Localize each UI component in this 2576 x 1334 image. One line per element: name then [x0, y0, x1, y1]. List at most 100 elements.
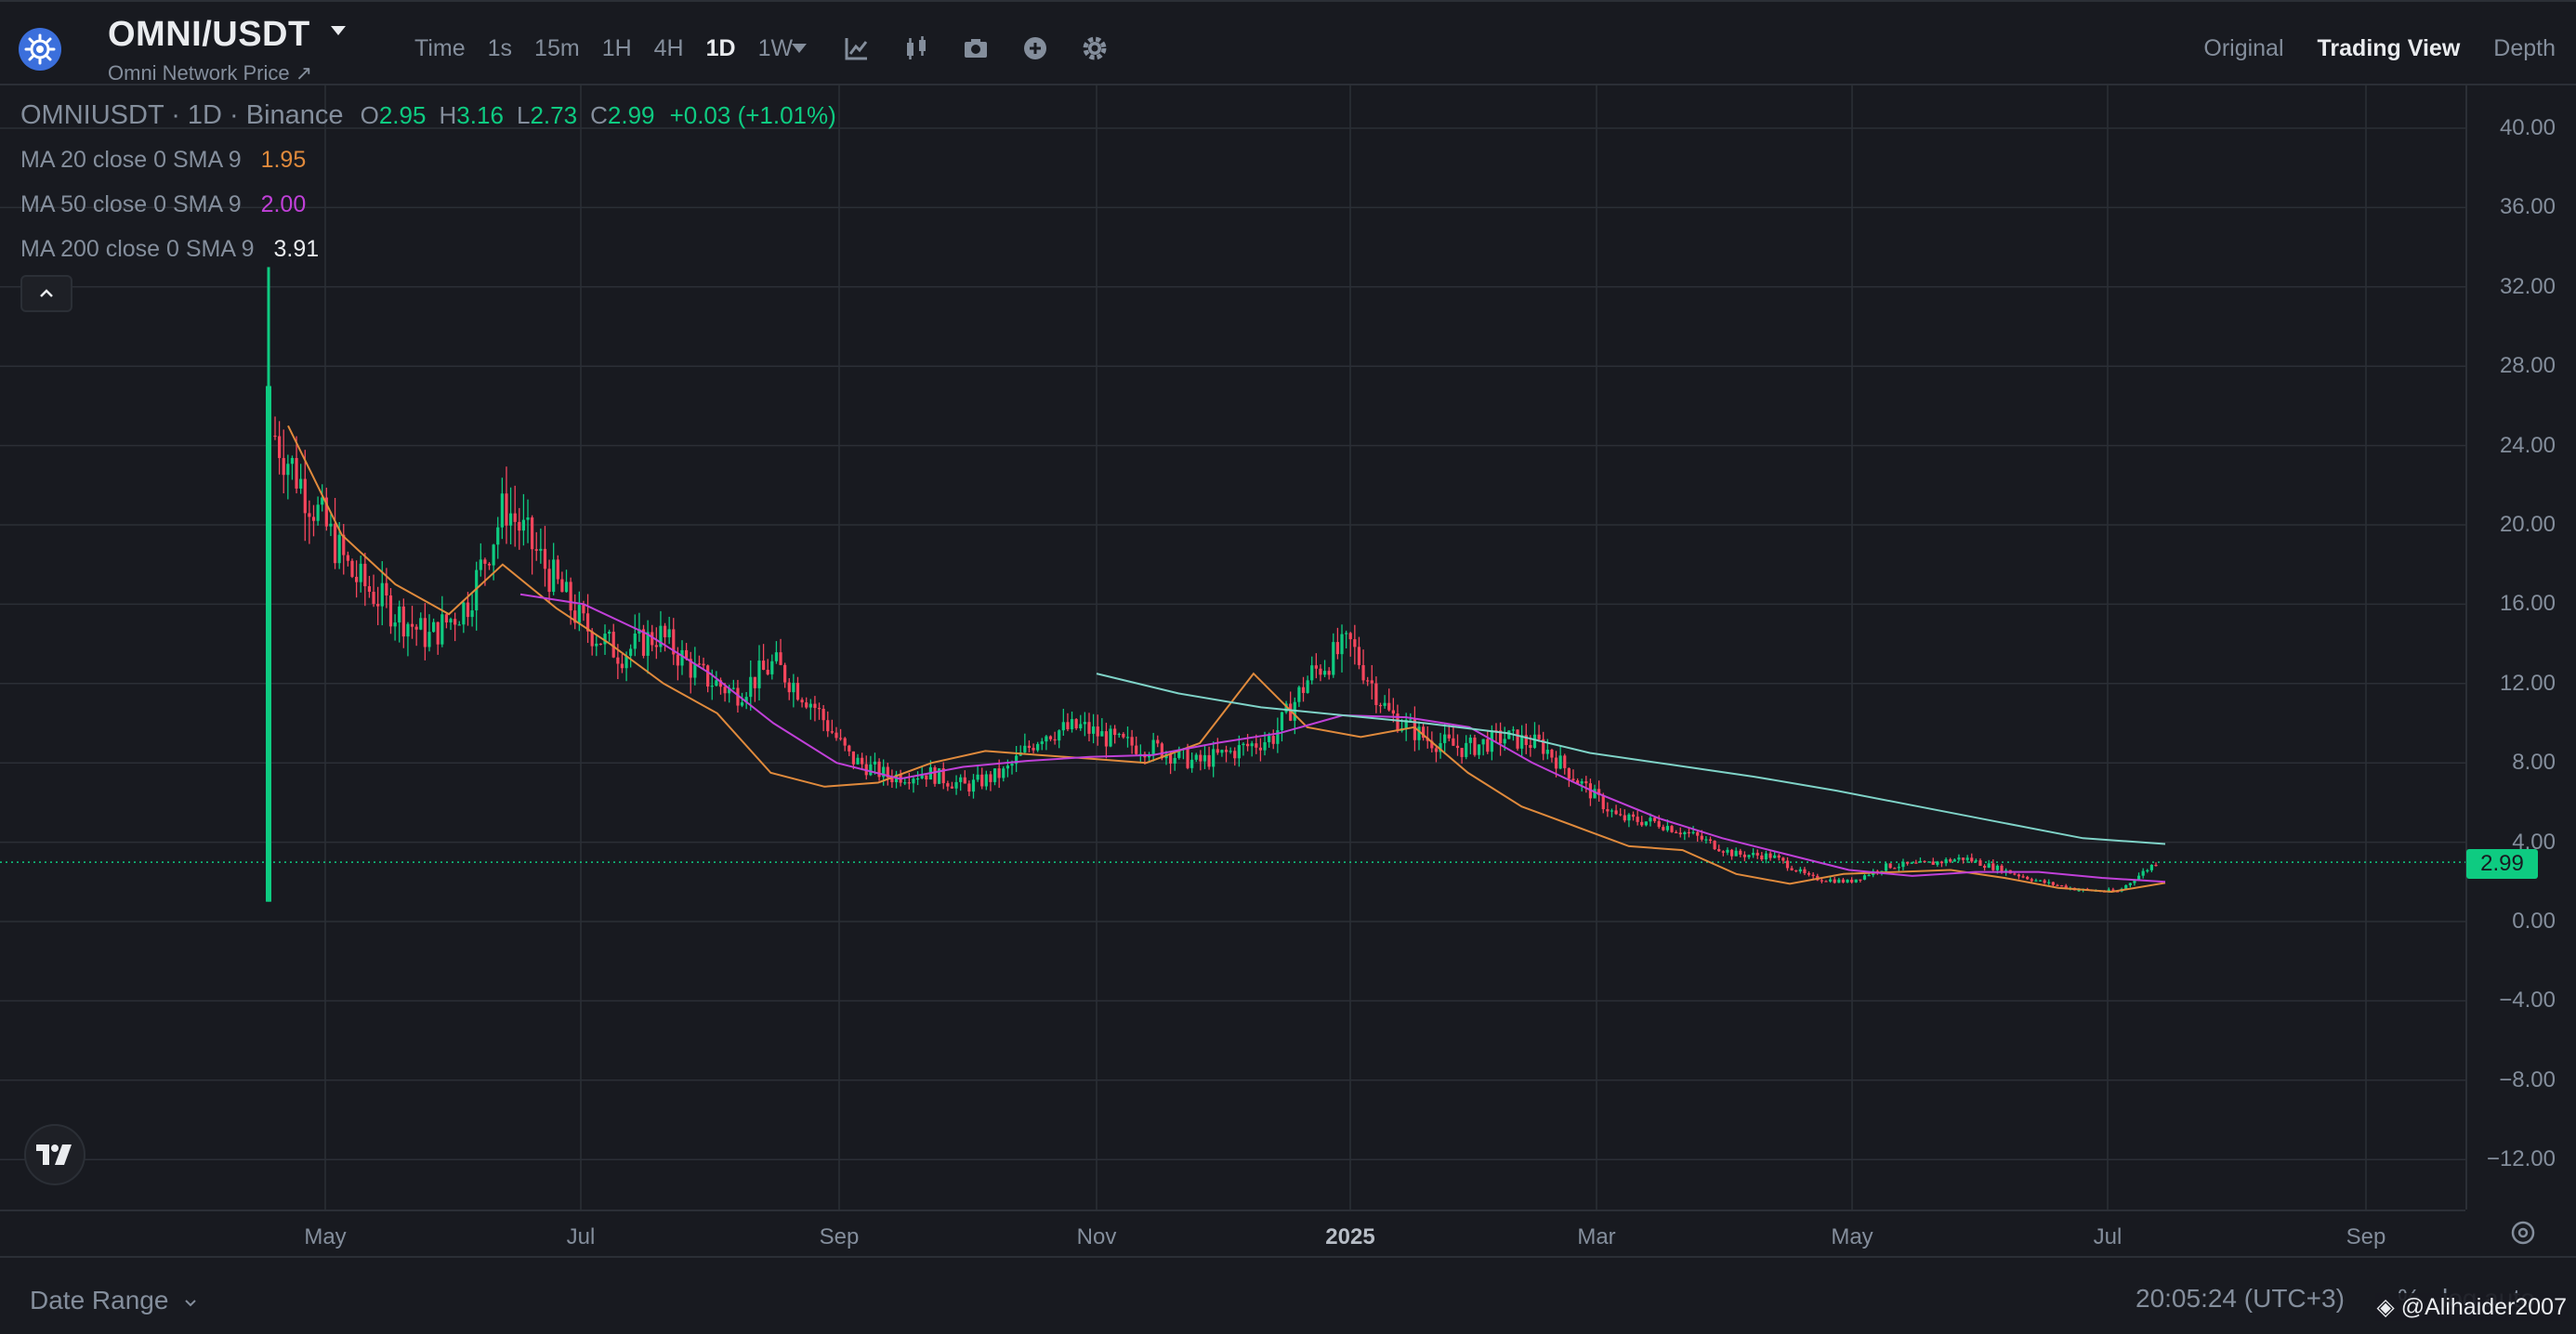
- candle-body: [337, 534, 341, 564]
- legend-close-key: C: [590, 101, 608, 129]
- candle-body: [1644, 821, 1648, 826]
- candle-body: [440, 614, 444, 645]
- candle-body: [1563, 755, 1567, 768]
- candle-body: [992, 768, 997, 782]
- candle-body: [333, 523, 337, 564]
- candle-body: [1961, 857, 1965, 860]
- candle-body: [1995, 865, 2000, 870]
- candle-body: [564, 582, 569, 593]
- candle-body: [1332, 642, 1335, 675]
- tab-depth[interactable]: Depth: [2493, 35, 2556, 61]
- candle-body: [1970, 857, 1974, 862]
- price-tick-label: 32.00: [2499, 273, 2556, 299]
- camera-icon[interactable]: [961, 33, 991, 63]
- interval-15m[interactable]: 15m: [534, 35, 580, 61]
- candle-body: [518, 521, 521, 531]
- candle-body: [496, 527, 500, 545]
- candle-body: [728, 687, 731, 694]
- candle-body: [856, 757, 860, 765]
- candle-body: [2077, 890, 2081, 892]
- indicators-icon[interactable]: [842, 33, 872, 63]
- candle-body: [659, 625, 663, 647]
- legend-collapse-button[interactable]: [20, 275, 72, 312]
- clock-timezone[interactable]: 20:05:24 (UTC+3): [2136, 1284, 2345, 1313]
- interval-1s[interactable]: 1s: [487, 35, 513, 61]
- candle-body: [903, 782, 907, 784]
- candle-body: [1931, 861, 1935, 865]
- date-range-dropdown[interactable]: Date Range: [30, 1286, 198, 1315]
- candle-body: [436, 621, 440, 645]
- candle-body: [1511, 729, 1516, 731]
- candle-body: [1413, 719, 1416, 740]
- candle-body: [1575, 780, 1580, 784]
- interval-4h[interactable]: 4H: [653, 35, 684, 61]
- candle-body: [431, 621, 436, 633]
- ma20-legend[interactable]: MA 20 close 0 SMA 9 1.95: [20, 147, 306, 174]
- tab-trading-view[interactable]: Trading View: [2317, 35, 2461, 61]
- price-chart[interactable]: [0, 85, 2465, 1210]
- candle-body: [980, 774, 984, 787]
- candle-body: [1593, 789, 1597, 799]
- legend-change: +0.03 (+1.01%): [669, 101, 836, 129]
- candle-body: [1601, 794, 1605, 810]
- candle-body: [1752, 853, 1755, 856]
- axis-settings-icon[interactable]: [2509, 1219, 2537, 1247]
- candle-body: [792, 683, 795, 693]
- interval-1d[interactable]: 1D: [705, 35, 736, 61]
- ma200-legend[interactable]: MA 200 close 0 SMA 9 3.91: [20, 236, 319, 263]
- interval-1h[interactable]: 1H: [601, 35, 632, 61]
- candle-body: [1370, 680, 1373, 684]
- candle-body: [547, 569, 551, 593]
- candle-body: [1477, 744, 1481, 755]
- add-plus-icon[interactable]: [1020, 33, 1050, 63]
- candle-body: [1066, 722, 1070, 729]
- candle-body: [676, 654, 679, 666]
- candle-body: [1811, 874, 1815, 876]
- candle-body: [1058, 730, 1061, 741]
- candle-body: [286, 464, 290, 476]
- interval-more-chevron-icon[interactable]: [792, 44, 807, 53]
- candle-body: [603, 634, 607, 645]
- candle-body: [2030, 879, 2033, 882]
- candle-body: [971, 779, 976, 792]
- candle-body: [1361, 665, 1365, 681]
- price-axis[interactable]: 40.00 36.00 32.00 28.00 24.00 20.00 16.00 12.00…: [2465, 85, 2576, 1210]
- ma50-legend[interactable]: MA 50 close 0 SMA 9 2.00: [20, 191, 306, 218]
- candle-body: [1242, 743, 1245, 746]
- symbol-dropdown-chevron-icon[interactable]: [331, 26, 346, 35]
- time-tick-label: May: [1831, 1224, 1873, 1249]
- gear-icon[interactable]: [1080, 33, 1110, 63]
- candle-body: [1610, 810, 1614, 812]
- interval-time[interactable]: Time: [414, 35, 466, 61]
- symbol-title[interactable]: OMNI/USDT: [108, 15, 310, 54]
- tradingview-logo-icon[interactable]: [24, 1124, 85, 1185]
- candle-body: [1747, 855, 1751, 857]
- candle-body: [1700, 835, 1703, 840]
- candle-body: [376, 604, 380, 607]
- candle-body: [466, 602, 470, 618]
- candle-body: [672, 629, 676, 655]
- candle-body: [1053, 739, 1057, 741]
- symbol-subtitle-link[interactable]: Omni Network Price ↗: [108, 61, 313, 85]
- candlestick-type-icon[interactable]: [901, 33, 931, 63]
- candle-body: [1092, 726, 1096, 734]
- ma50-label: MA 50 close 0 SMA 9: [20, 191, 242, 217]
- candle-body: [800, 700, 804, 703]
- candle-body: [508, 513, 513, 526]
- candle-body: [2154, 864, 2158, 867]
- candle-body: [912, 778, 915, 784]
- time-axis[interactable]: May Jul Sep Nov 2025 Mar May Jul Sep: [0, 1210, 2465, 1256]
- candle-body: [1893, 868, 1897, 870]
- candle-body: [539, 548, 543, 551]
- candle-body: [651, 632, 654, 646]
- time-tick-label: May: [304, 1224, 347, 1249]
- candle-body: [1113, 728, 1117, 736]
- candle-body: [2064, 885, 2068, 889]
- candle-body: [830, 731, 834, 733]
- tab-original[interactable]: Original: [2203, 35, 2284, 61]
- candle-body: [1387, 702, 1391, 711]
- legend-high-key: H: [439, 101, 457, 129]
- candle-body: [1936, 861, 1939, 865]
- interval-1w[interactable]: 1W: [757, 35, 794, 61]
- candle-body: [624, 655, 628, 669]
